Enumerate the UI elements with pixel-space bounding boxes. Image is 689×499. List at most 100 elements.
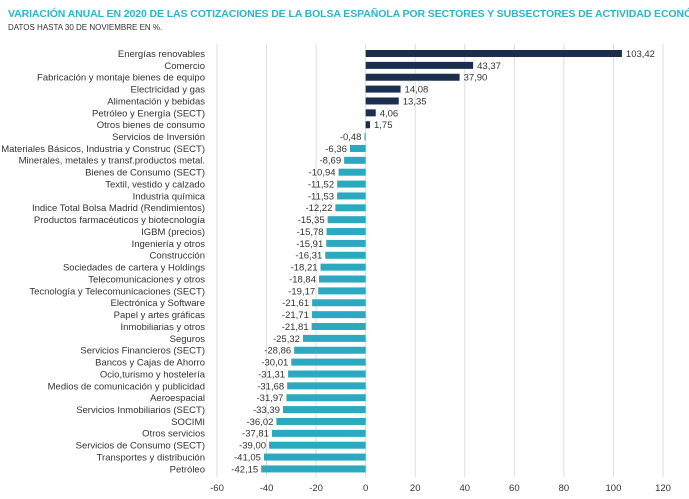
- value-label: -31,68: [257, 381, 284, 392]
- category-label: Servicios Inmobiliarios (SECT): [76, 405, 205, 416]
- category-label: Transportes y distribución: [97, 452, 205, 463]
- bar: [338, 168, 366, 176]
- bar: [311, 311, 366, 319]
- chart-title: VARIACIÓN ANUAL EN 2020 DE LAS COTIZACIO…: [8, 8, 689, 20]
- bar: [320, 263, 366, 271]
- category-label: Seguros: [170, 334, 206, 345]
- value-label: -18,21: [291, 263, 318, 274]
- x-tick-label: -60: [210, 483, 224, 494]
- x-tick-label: 120: [655, 483, 671, 494]
- bar: [288, 370, 366, 378]
- value-label: -21,81: [282, 322, 309, 333]
- bar: [294, 346, 366, 354]
- category-label: Ingeniería y otros: [132, 239, 206, 250]
- chart-subtitle: DATOS HASTA 30 DE NOVIEMBRE EN %.: [8, 23, 163, 32]
- value-label: -15,35: [298, 215, 325, 226]
- category-label: Aeroespacial: [150, 393, 205, 404]
- category-label: Medios de comunicación y publicidad: [48, 381, 205, 392]
- value-label: -15,78: [297, 227, 324, 238]
- category-label: Textil, vestido y calzado: [105, 179, 205, 190]
- bar: [349, 144, 366, 152]
- value-label: -8,69: [319, 156, 341, 167]
- value-label: -21,71: [282, 310, 309, 321]
- value-label: -21,61: [282, 298, 309, 309]
- bar: [291, 358, 366, 366]
- category-label: Energías renovables: [118, 49, 205, 60]
- category-label: IGBM (precios): [141, 227, 205, 238]
- bar: [325, 251, 366, 259]
- bar: [365, 50, 622, 57]
- bars: [261, 50, 622, 473]
- bar: [318, 275, 366, 283]
- category-label: Alimentación y bebidas: [107, 96, 205, 107]
- value-label: -25,32: [273, 334, 300, 345]
- value-label: 103,42: [626, 49, 655, 60]
- bar: [276, 417, 366, 425]
- bar: [337, 180, 366, 188]
- x-tick-label: -20: [309, 483, 323, 494]
- bar: [344, 156, 366, 164]
- category-label: Construcción: [150, 251, 205, 262]
- value-label: -19,17: [288, 286, 315, 297]
- category-label: Sociedades de cartera y Holdings: [63, 263, 205, 274]
- category-label: Bienes de Consumo (SECT): [85, 168, 205, 179]
- category-label: Papel y artes gráficas: [114, 310, 206, 321]
- category-label: Servicios de Consumo (SECT): [76, 441, 205, 452]
- bar: [365, 73, 460, 81]
- value-label: -11,52: [308, 179, 334, 190]
- category-label: Materiales Básicos, Industria y Construc…: [1, 144, 205, 155]
- bar: [287, 382, 366, 390]
- bar: [263, 453, 366, 461]
- value-label: 37,90: [464, 73, 488, 84]
- bar: [302, 334, 366, 342]
- bar: [282, 406, 366, 414]
- value-label: 13,35: [403, 96, 427, 107]
- x-tick-label: 20: [410, 483, 421, 494]
- x-axis-ticks: -60 -40 -20 0 20 40 60 80 100 120: [210, 483, 671, 494]
- category-label: Minerales, metales y transf.productos me…: [19, 156, 205, 167]
- value-label: -6,36: [325, 144, 347, 155]
- category-label: Otros servicios: [142, 429, 205, 440]
- value-label: -10,94: [309, 168, 336, 179]
- bar: [365, 61, 474, 69]
- bar: [365, 97, 399, 105]
- value-label: -36,02: [246, 417, 273, 428]
- category-label: Comercio: [164, 61, 205, 72]
- bar: [269, 441, 366, 449]
- bar: [261, 465, 366, 473]
- value-label: -31,97: [257, 393, 284, 404]
- bar: [337, 192, 366, 200]
- value-label: -18,84: [289, 274, 316, 285]
- x-tick-label: -40: [260, 483, 274, 494]
- category-label: Servicios Financieros (SECT): [80, 346, 205, 357]
- x-tick-label: 0: [363, 483, 368, 494]
- x-tick-label: 80: [559, 483, 570, 494]
- bar: [326, 239, 366, 247]
- category-label: Electrónica y Software: [110, 298, 205, 309]
- bar: [312, 299, 366, 307]
- value-label: 1,75: [374, 120, 393, 131]
- category-label: Otros bienes de consumo: [97, 120, 205, 131]
- x-tick-label: 40: [459, 483, 470, 494]
- category-label: Inmobiliarias y otros: [121, 322, 206, 333]
- bar: [365, 109, 376, 117]
- value-label: -16,31: [295, 251, 322, 262]
- x-tick-label: 100: [606, 483, 622, 494]
- category-label: Petróleo: [170, 464, 205, 475]
- value-label: 4,06: [380, 108, 399, 119]
- value-label: -11,53: [308, 191, 334, 202]
- value-label: -39,00: [239, 441, 266, 452]
- category-label: Industria química: [133, 191, 206, 202]
- bar: [318, 287, 366, 295]
- value-label: -41,05: [234, 452, 261, 463]
- value-label: -42,15: [231, 464, 258, 475]
- category-label: Indice Total Bolsa Madrid (Rendimientos): [32, 203, 205, 214]
- value-label: -33,39: [253, 405, 280, 416]
- bar: [335, 204, 366, 212]
- bar: [365, 121, 371, 129]
- value-label: -28,86: [264, 346, 291, 357]
- value-label: -30,01: [261, 358, 288, 369]
- bar: [364, 133, 366, 141]
